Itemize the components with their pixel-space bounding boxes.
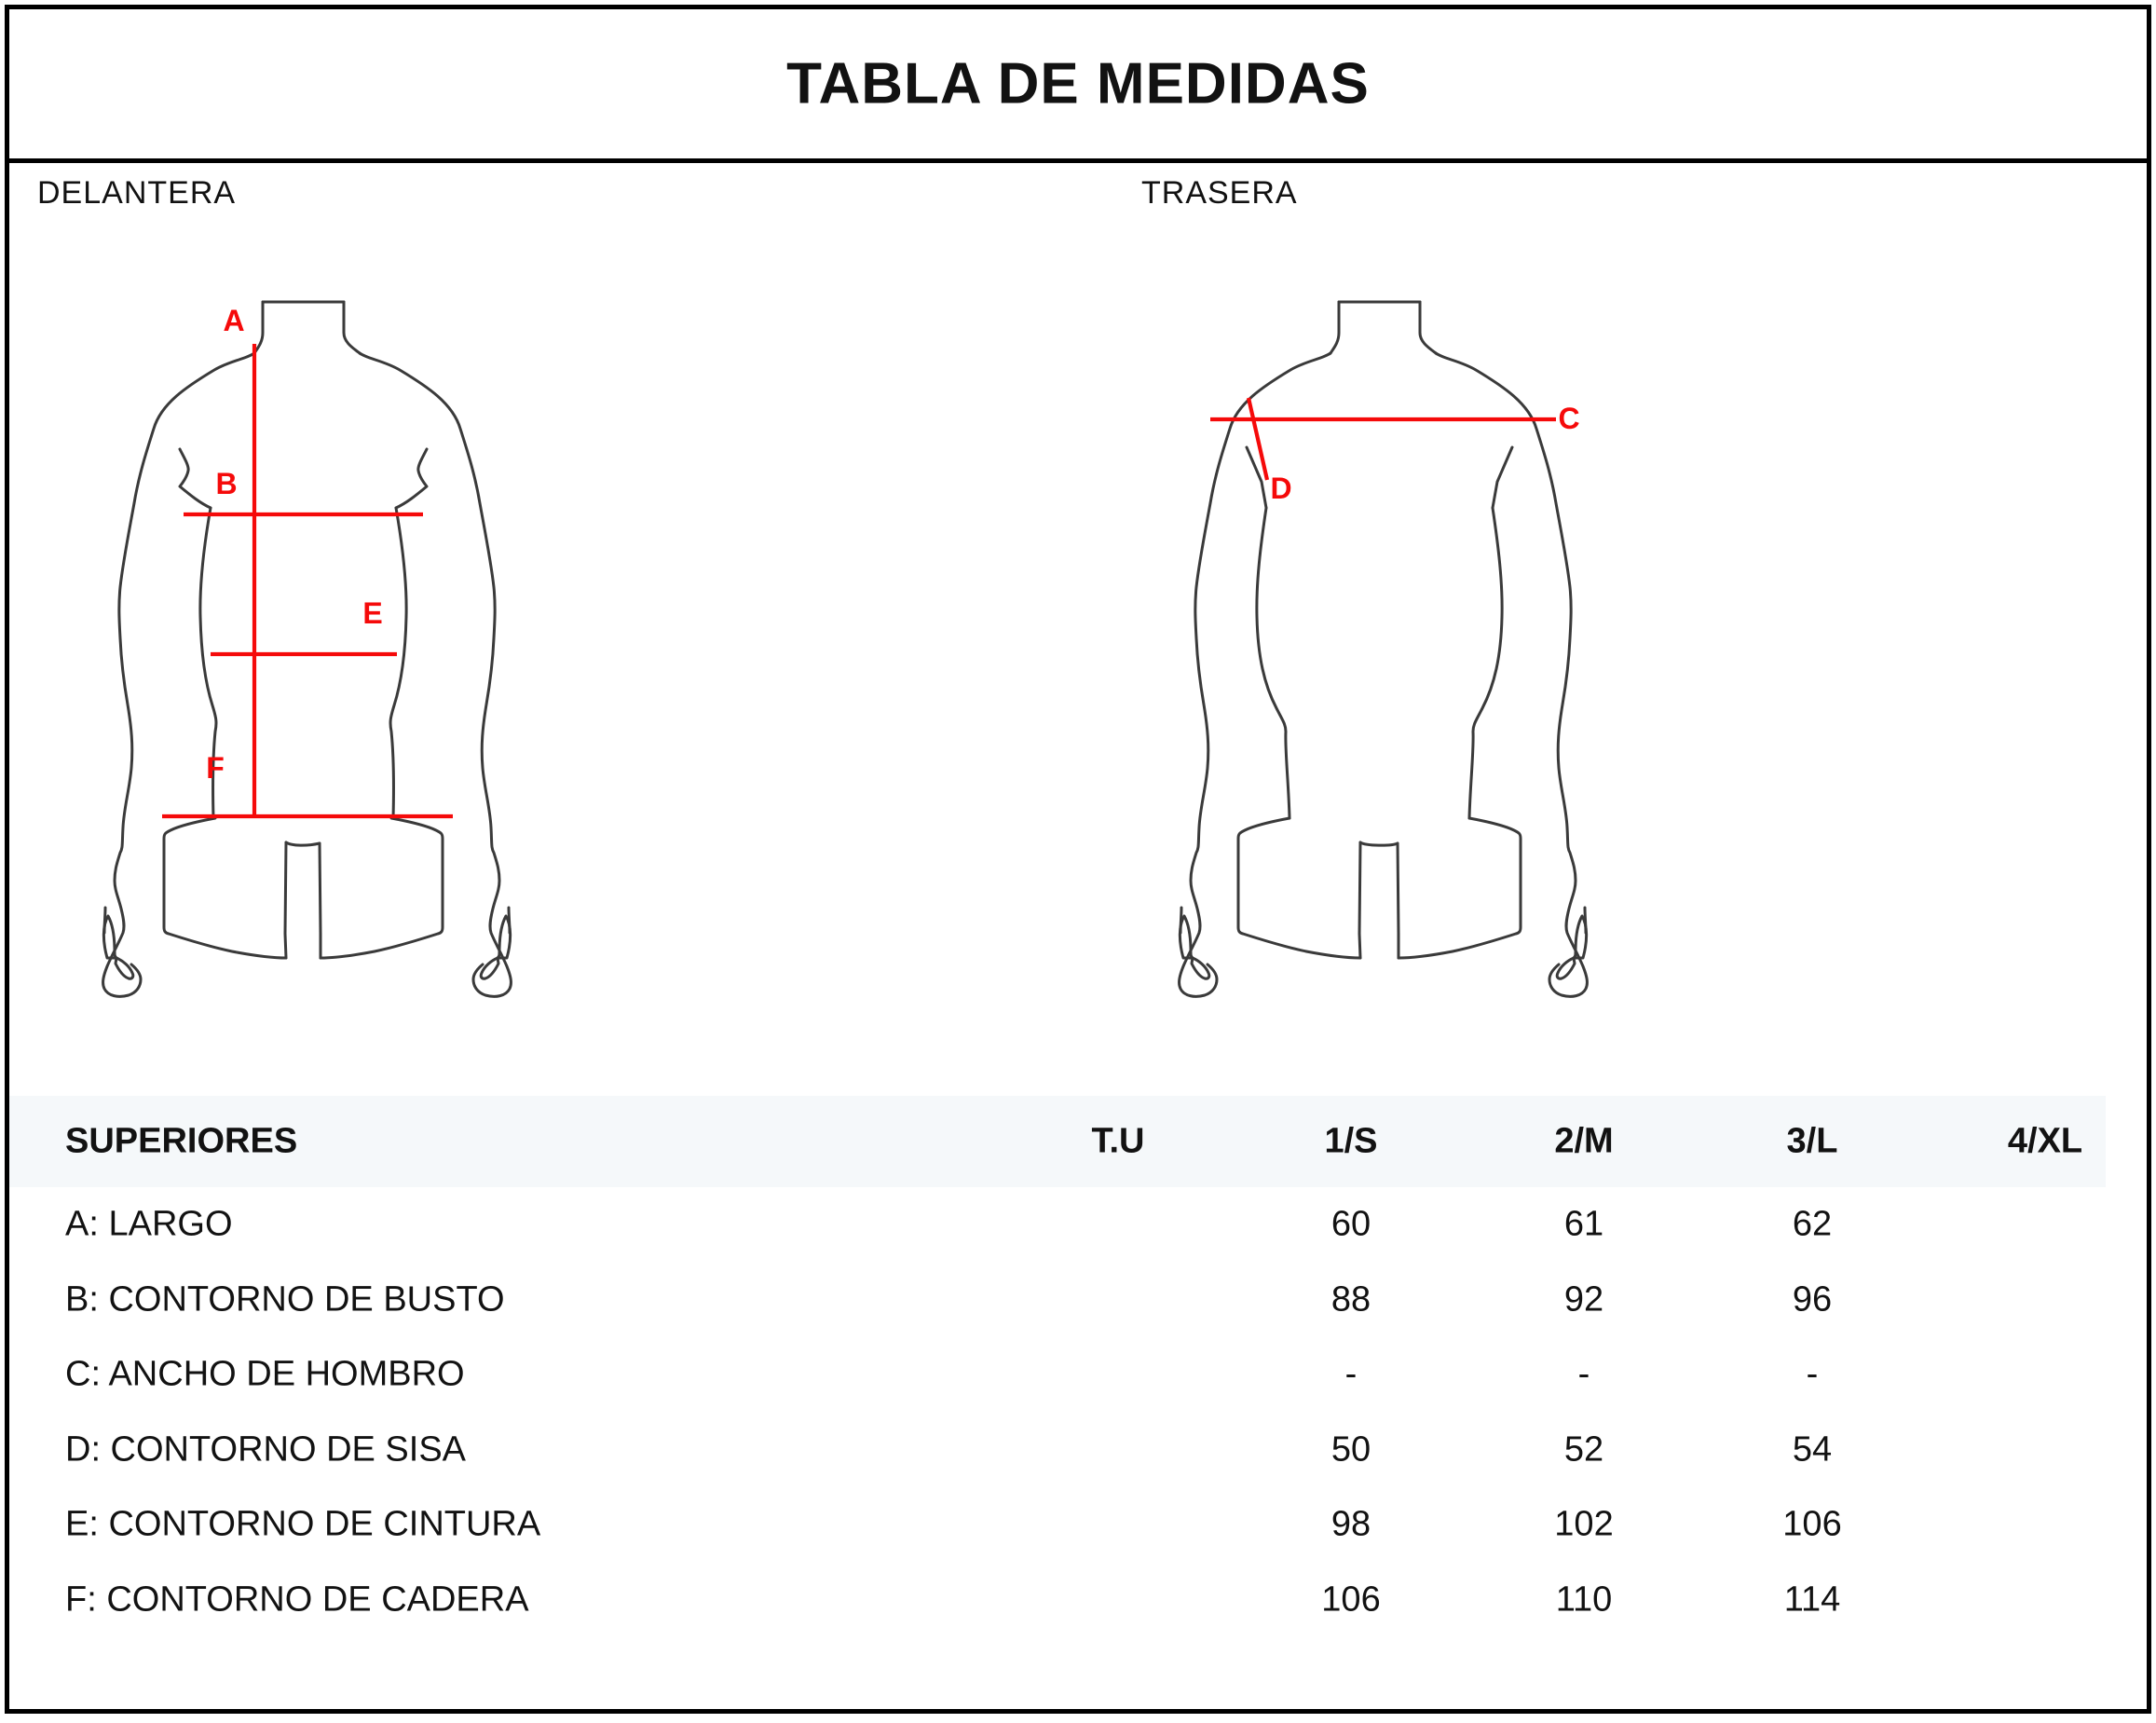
svg-text:F: F <box>206 751 225 785</box>
svg-text:B: B <box>215 467 237 500</box>
svg-text:D: D <box>1270 472 1291 505</box>
svg-text:A: A <box>223 304 244 337</box>
svg-text:C: C <box>1558 402 1579 435</box>
svg-text:E: E <box>362 596 382 630</box>
